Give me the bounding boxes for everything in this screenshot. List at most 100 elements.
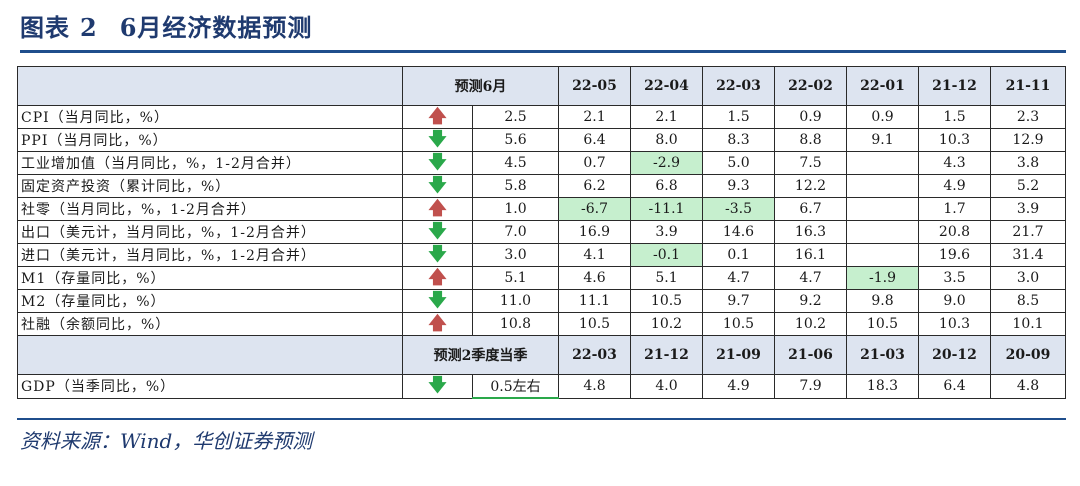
value-cell: 10.5 bbox=[558, 312, 631, 336]
arrow-down-icon: 🡇 bbox=[402, 243, 473, 267]
row-label: 工业增加值（当月同比，%，1-2月合并） bbox=[17, 151, 403, 175]
value-cell: 0.9 bbox=[774, 105, 847, 129]
value-cell: 9.2 bbox=[774, 289, 847, 313]
row-label: 进口（美元计，当月同比，%，1-2月合并） bbox=[17, 243, 403, 267]
table-row: M2（存量同比，%） 🡇 11.0 11.1 10.5 9.7 9.2 9.8 9.0 8.5 bbox=[17, 289, 1066, 313]
value-cell: 14.6 bbox=[702, 220, 775, 244]
figure-label: 图表 bbox=[20, 13, 70, 42]
header-blank-cell bbox=[17, 66, 403, 106]
table-row: 社零（当月同比，%，1-2月合并） 🡅 1.0 -6.7 -11.1 -3.5 6.7 1.7… bbox=[17, 197, 1066, 221]
row-label: 社零（当月同比，%，1-2月合并） bbox=[17, 197, 403, 221]
value-cell: 2.1 bbox=[630, 105, 703, 129]
forecast-cell: 5.1 bbox=[472, 266, 559, 290]
forecast-cell: 11.0 bbox=[472, 289, 559, 313]
value-cell: 2.1 bbox=[558, 105, 631, 129]
table-row: PPI（当月同比，%） 🡇 5.6 6.4 8.0 8.3 8.8 9.1 10.3 12.9 bbox=[17, 128, 1066, 152]
value-cell bbox=[846, 220, 919, 244]
value-cell: -0.1 bbox=[630, 243, 703, 267]
data-table: 预测6月 22-05 22-04 22-03 22-02 22-01 21-12 21-11 C… bbox=[17, 66, 1066, 399]
source-note: 资料来源：Wind，华创证券预测 bbox=[20, 429, 313, 453]
bottom-rule bbox=[17, 418, 1066, 420]
value-cell: 10.1 bbox=[990, 312, 1066, 336]
value-cell: 0.9 bbox=[846, 105, 919, 129]
header-period-cell: 21-12 bbox=[630, 335, 703, 375]
forecast-cell: 5.6 bbox=[472, 128, 559, 152]
table-row: 出口（美元计，当月同比，%，1-2月合并） 🡇 7.0 16.9 3.9 14.6 16.3… bbox=[17, 220, 1066, 244]
row-label: M2（存量同比，%） bbox=[17, 289, 403, 313]
arrow-up-icon: 🡅 bbox=[402, 266, 473, 290]
value-cell: 9.7 bbox=[702, 289, 775, 313]
value-cell: 6.4 bbox=[918, 374, 991, 399]
header-period-cell: 21-12 bbox=[918, 66, 991, 106]
value-cell bbox=[846, 197, 919, 221]
value-cell: 0.1 bbox=[702, 243, 775, 267]
value-cell: 9.3 bbox=[702, 174, 775, 198]
value-cell: 19.6 bbox=[918, 243, 991, 267]
value-cell: 1.5 bbox=[702, 105, 775, 129]
value-cell: 8.3 bbox=[702, 128, 775, 152]
header-row: 预测6月 22-05 22-04 22-03 22-02 22-01 21-12 21-11 bbox=[17, 66, 1066, 106]
value-cell: 1.7 bbox=[918, 197, 991, 221]
arrow-down-icon: 🡇 bbox=[402, 174, 473, 198]
value-cell: 3.8 bbox=[990, 151, 1066, 175]
row-label: PPI（当月同比，%） bbox=[17, 128, 403, 152]
value-cell: 4.6 bbox=[558, 266, 631, 290]
table-row: 社融（余额同比，%） 🡅 10.8 10.5 10.2 10.5 10.2 10.5 10.3 1… bbox=[17, 312, 1066, 336]
value-cell: 5.1 bbox=[630, 266, 703, 290]
table-row: GDP（当季同比，%） 🡇 0.5左右 4.8 4.0 4.9 7.9 18.3 6.4 4.8 bbox=[17, 374, 1066, 399]
arrow-up-icon: 🡅 bbox=[402, 105, 473, 129]
value-cell: 6.8 bbox=[630, 174, 703, 198]
header-period-cell: 22-01 bbox=[846, 66, 919, 106]
row-label: M1（存量同比，%） bbox=[17, 266, 403, 290]
value-cell: -11.1 bbox=[630, 197, 703, 221]
row-label: CPI（当月同比，%） bbox=[17, 105, 403, 129]
value-cell: 10.3 bbox=[918, 128, 991, 152]
value-cell: 8.0 bbox=[630, 128, 703, 152]
value-cell: 5.0 bbox=[702, 151, 775, 175]
value-cell: 4.0 bbox=[630, 374, 703, 399]
value-cell: -6.7 bbox=[558, 197, 631, 221]
value-cell: 1.5 bbox=[918, 105, 991, 129]
value-cell: 0.7 bbox=[558, 151, 631, 175]
value-cell: 20.8 bbox=[918, 220, 991, 244]
value-cell: 12.9 bbox=[990, 128, 1066, 152]
value-cell: 10.5 bbox=[846, 312, 919, 336]
header-forecast-cell: 预测6月 bbox=[402, 66, 559, 106]
value-cell: 9.0 bbox=[918, 289, 991, 313]
table-row: 进口（美元计，当月同比，%，1-2月合并） 🡇 3.0 4.1 -0.1 0.1 16.1 1… bbox=[17, 243, 1066, 267]
forecast-cell: 4.5 bbox=[472, 151, 559, 175]
value-cell: 16.9 bbox=[558, 220, 631, 244]
title-rule bbox=[20, 50, 1066, 53]
value-cell: 4.9 bbox=[918, 174, 991, 198]
figure-title-text: 6月经济数据预测 bbox=[119, 13, 313, 42]
figure-title: 图表 2 6月经济数据预测 bbox=[20, 10, 312, 46]
forecast-cell: 7.0 bbox=[472, 220, 559, 244]
value-cell: -3.5 bbox=[702, 197, 775, 221]
arrow-up-icon: 🡅 bbox=[402, 312, 473, 336]
value-cell: 16.1 bbox=[774, 243, 847, 267]
header-period-cell: 22-03 bbox=[558, 335, 631, 375]
header-period-cell: 22-05 bbox=[558, 66, 631, 106]
header-period-cell: 20-09 bbox=[990, 335, 1066, 375]
value-cell: 10.5 bbox=[702, 312, 775, 336]
value-cell: 10.3 bbox=[918, 312, 991, 336]
value-cell: 7.5 bbox=[774, 151, 847, 175]
forecast-cell: 0.5左右 bbox=[472, 374, 559, 399]
header-period-cell: 21-11 bbox=[990, 66, 1066, 106]
value-cell: -2.9 bbox=[630, 151, 703, 175]
value-cell: 18.3 bbox=[846, 374, 919, 399]
value-cell: 21.7 bbox=[990, 220, 1066, 244]
value-cell: 4.8 bbox=[558, 374, 631, 399]
value-cell: 7.9 bbox=[774, 374, 847, 399]
value-cell: 4.8 bbox=[990, 374, 1066, 399]
header-blank-cell bbox=[17, 335, 403, 375]
value-cell: 2.3 bbox=[990, 105, 1066, 129]
arrow-down-icon: 🡇 bbox=[402, 128, 473, 152]
value-cell: 10.5 bbox=[630, 289, 703, 313]
arrow-down-icon: 🡇 bbox=[402, 220, 473, 244]
forecast-cell: 10.8 bbox=[472, 312, 559, 336]
arrow-down-icon: 🡇 bbox=[402, 151, 473, 175]
table-row: M1（存量同比，%） 🡅 5.1 4.6 5.1 4.7 4.7 -1.9 3.5 3.0 bbox=[17, 266, 1066, 290]
value-cell: 3.9 bbox=[630, 220, 703, 244]
value-cell: 5.2 bbox=[990, 174, 1066, 198]
